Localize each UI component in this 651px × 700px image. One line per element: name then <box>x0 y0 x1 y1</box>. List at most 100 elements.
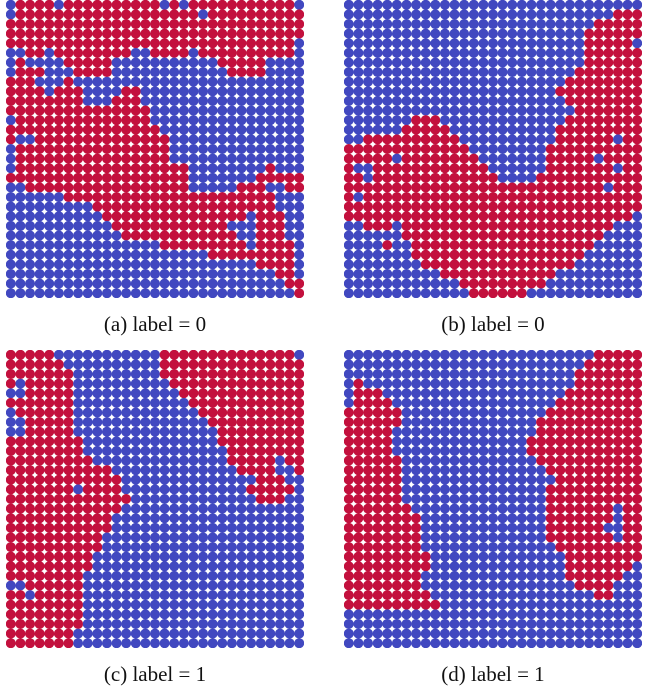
spin <box>382 542 393 553</box>
spin <box>612 551 623 562</box>
spin <box>130 369 141 380</box>
spin <box>612 240 623 251</box>
spin <box>294 163 304 174</box>
spin <box>344 105 354 116</box>
spin <box>207 259 218 270</box>
spin <box>584 163 595 174</box>
spin <box>401 455 412 466</box>
spin <box>226 192 237 203</box>
spin <box>564 551 575 562</box>
spin <box>391 249 402 260</box>
spin <box>101 192 112 203</box>
spin <box>73 561 84 572</box>
spin <box>178 144 189 154</box>
spin <box>82 503 93 514</box>
spin <box>188 426 199 437</box>
spin <box>246 474 257 485</box>
spin <box>265 542 276 553</box>
spin <box>516 115 527 126</box>
spin <box>382 47 393 58</box>
spin <box>255 590 266 601</box>
spin <box>15 230 26 241</box>
spin <box>516 638 527 648</box>
spin <box>439 76 450 87</box>
spin <box>159 407 170 418</box>
spin <box>526 522 537 533</box>
spin <box>411 474 422 485</box>
spin <box>92 105 103 116</box>
spin <box>439 259 450 270</box>
spin <box>53 124 64 135</box>
spin <box>217 388 228 399</box>
spin <box>526 172 537 183</box>
spin <box>584 570 595 581</box>
spin <box>391 115 402 126</box>
spin <box>63 436 74 447</box>
spin <box>363 609 374 620</box>
spin <box>130 532 141 543</box>
spin <box>526 144 537 154</box>
spin <box>246 494 257 504</box>
spin <box>178 551 189 562</box>
spin <box>536 590 547 601</box>
spin <box>140 494 151 504</box>
spin <box>92 95 103 106</box>
spin <box>255 38 266 49</box>
spin <box>159 9 170 20</box>
spin <box>53 278 64 289</box>
spin <box>593 503 604 514</box>
spin <box>612 570 623 581</box>
spin <box>217 134 228 145</box>
spin <box>44 618 55 629</box>
spin <box>150 67 160 78</box>
spin <box>25 95 36 106</box>
spin <box>439 369 450 380</box>
spin <box>439 105 450 116</box>
spin <box>391 618 402 629</box>
spin <box>274 163 285 174</box>
spin <box>217 278 228 289</box>
spin <box>420 445 431 456</box>
spin <box>265 417 276 428</box>
spin <box>246 57 257 68</box>
spin <box>449 417 460 428</box>
spin <box>53 57 64 68</box>
spin <box>536 503 547 514</box>
spin <box>178 542 189 553</box>
spin <box>497 76 508 87</box>
spin <box>564 95 575 106</box>
spin <box>53 618 64 629</box>
panel-d: (d) label = 1 <box>344 350 642 686</box>
spin <box>411 95 422 106</box>
spin <box>169 494 180 504</box>
spin <box>140 580 151 591</box>
spin <box>198 436 209 447</box>
spin <box>459 163 470 174</box>
spin <box>507 67 518 78</box>
spin <box>140 542 151 553</box>
spin <box>236 542 247 553</box>
spin <box>430 599 441 610</box>
spin <box>44 163 55 174</box>
spin <box>430 388 441 399</box>
spin <box>478 134 489 145</box>
spin <box>265 628 276 639</box>
spin <box>217 397 228 408</box>
spin <box>121 551 132 562</box>
spin <box>111 76 122 87</box>
spin <box>217 201 228 212</box>
spin <box>188 67 199 78</box>
spin <box>207 580 218 591</box>
spin <box>391 240 402 251</box>
spin <box>111 445 122 456</box>
spin <box>439 436 450 447</box>
spin <box>574 445 585 456</box>
spin <box>344 86 354 97</box>
spin <box>178 115 189 126</box>
spin <box>130 599 141 610</box>
spin <box>101 19 112 30</box>
spin <box>82 561 93 572</box>
spin <box>130 455 141 466</box>
spin <box>255 397 266 408</box>
spin <box>593 115 604 126</box>
